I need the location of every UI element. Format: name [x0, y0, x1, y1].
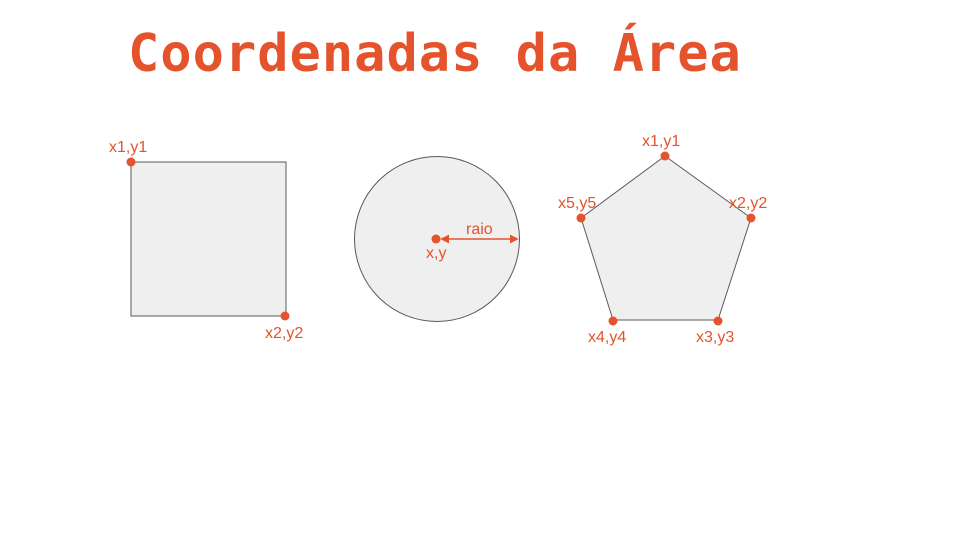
circle-center-point: [431, 234, 441, 244]
rect-top-left-point: [126, 157, 136, 167]
circle-group: raio x,y: [354, 156, 520, 322]
rectangle-shape: [130, 161, 287, 317]
polygon-vertex-3-label: x3,y3: [696, 329, 734, 346]
polygon-vertex-2: [746, 213, 756, 223]
polygon-vertex-5: [576, 213, 586, 223]
rectangle-group: x1,y1 x2,y2: [109, 139, 303, 342]
polygon-vertex-5-label: x5,y5: [558, 195, 596, 212]
radius-label: raio: [466, 221, 493, 238]
rect-bottom-right-point: [280, 311, 290, 321]
polygon-vertex-1-label: x1,y1: [642, 133, 680, 150]
page-title: Coordenadas da Área: [128, 24, 742, 84]
polygon-vertex-1: [660, 151, 670, 161]
polygon-vertex-4-label: x4,y4: [588, 329, 626, 346]
polygon-vertex-3: [713, 316, 723, 326]
pentagon-shape: [580, 155, 752, 321]
polygon-group: x1,y1 x2,y2 x3,y3 x4,y4 x5,y5: [558, 133, 767, 346]
polygon-vertex-2-label: x2,y2: [729, 195, 767, 212]
rect-top-left-label: x1,y1: [109, 139, 147, 156]
circle-center-label: x,y: [426, 245, 446, 262]
rect-bottom-right-label: x2,y2: [265, 325, 303, 342]
polygon-vertex-4: [608, 316, 618, 326]
